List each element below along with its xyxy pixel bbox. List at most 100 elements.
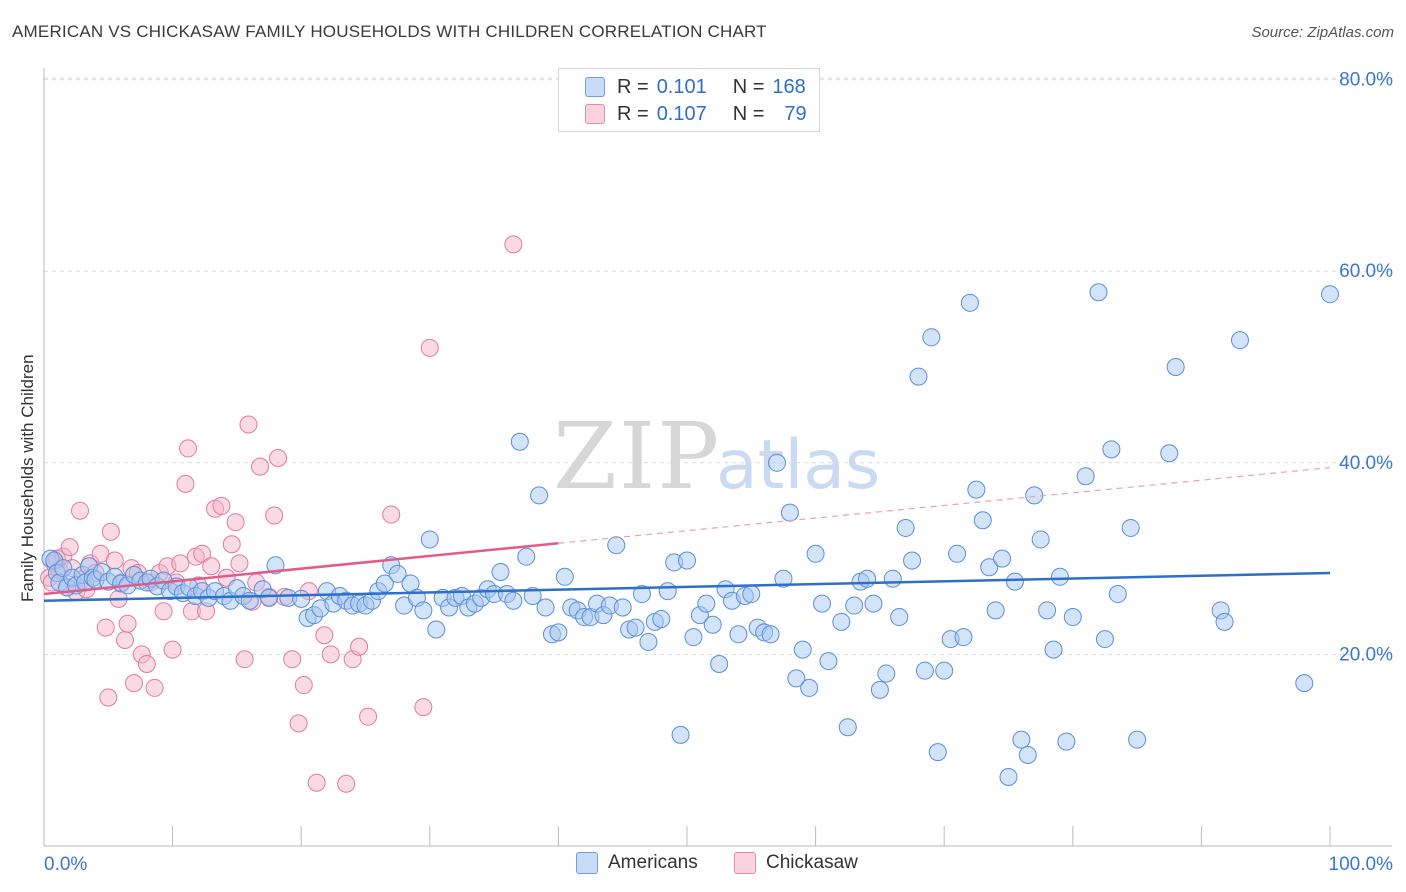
legend-r-value: 0.101 [656,75,707,98]
americans-point [1063,608,1082,627]
americans-point [915,661,934,680]
americans-point [935,661,954,680]
americans-point [986,601,1005,620]
americans-point [523,586,542,605]
americans-point [1089,283,1108,302]
chickasaw-trend-line [43,542,559,596]
americans-point [375,574,394,593]
americans-point [729,625,748,644]
chickasaw-point [176,474,195,493]
americans-point [1295,674,1314,693]
chickasaw-swatch [585,104,605,124]
americans-point [607,536,626,555]
americans-point [864,594,883,613]
americans-point [1321,285,1339,304]
chickasaw-trend-extension [558,466,1331,544]
americans-point [768,453,787,472]
y-tick-label: 60.0% [1339,261,1393,282]
americans-point [903,551,922,570]
chickasaw-point [251,457,270,476]
chickasaw-point [420,338,439,357]
americans-point [999,768,1018,787]
americans-point [1215,612,1234,631]
americans-point [710,654,729,673]
americans-point [877,664,896,683]
chickasaw-point [202,557,221,576]
legend-r-value: 0.107 [656,102,707,125]
series-legend: Americans Chickasaw [0,852,1406,878]
americans-point [806,544,825,563]
americans-point [742,585,761,604]
americans-point [1050,567,1069,586]
axes [43,68,1392,847]
americans-legend-label: Americans [608,852,698,873]
legend-n-value: 79 [784,102,807,125]
chickasaw-point [239,415,258,434]
americans-point [703,615,722,634]
americans-point [1012,730,1031,749]
americans-point [658,582,677,601]
americans-point [928,743,947,762]
watermark-zip: ZIP [553,403,721,510]
y-tick-label: 40.0% [1339,453,1393,474]
y-tick-label: 80.0% [1339,70,1393,91]
americans-legend-swatch [576,852,598,874]
americans-point [922,328,941,347]
chickasaw-legend-label: Chickasaw [766,852,858,873]
chickasaw-point [226,513,245,532]
americans-point [613,598,632,617]
legend-n-value: 168 [772,75,806,98]
americans-point [813,594,832,613]
americans-point [536,598,555,617]
legend-row-americans: R = 0.101 N = 168 [585,74,806,100]
americans-point [1128,730,1147,749]
chickasaw-legend-swatch [734,852,756,874]
americans-point [793,640,812,659]
x-tick-label-min: 0.0% [44,854,87,875]
chickasaw-point [125,674,144,693]
americans-point [1160,444,1179,463]
legend-n-label: N = [732,75,765,98]
chickasaw-point [337,774,356,793]
americans-point [510,432,529,451]
chickasaw-point [222,535,241,554]
americans-point [684,628,703,647]
legend-r-label: R = [617,102,649,125]
chickasaw-point [154,602,173,621]
chickasaw-point [101,522,120,541]
americans-point [1031,530,1050,549]
legend-item-americans: Americans [576,852,698,874]
americans-point [1121,518,1140,537]
data-points [40,235,1339,793]
legend-n-label: N = [732,102,765,125]
chickasaw-point [163,640,182,659]
chickasaw-point [382,505,401,524]
americans-point [954,628,973,647]
chickasaw-point [193,544,212,563]
americans-point [870,680,889,699]
americans-point [858,569,877,588]
americans-swatch [585,77,605,97]
americans-point [967,480,986,499]
americans-point [761,625,780,644]
americans-point [1057,732,1076,751]
chart-title: AMERICAN VS CHICKASAW FAMILY HOUSEHOLDS … [12,22,767,41]
americans-point [960,293,979,312]
trend-lines [43,466,1331,603]
americans-point [292,589,311,608]
americans-point [800,678,819,697]
y-axis-label-wrap: Family Households with Children [8,330,48,610]
americans-point [1044,640,1063,659]
chickasaw-point [315,626,334,645]
tick-labels: 20.0% 40.0% 60.0% 80.0% 0.0% 100.0% [44,70,1393,875]
americans-point [909,367,928,386]
chickasaw-point [265,506,284,525]
chickasaw-point [283,650,302,669]
americans-point [774,569,793,588]
americans-point [890,608,909,627]
americans-point [530,486,549,505]
chickasaw-point [307,773,326,792]
correlation-legend: R = 0.101 N = 168 R = 0.107 N = 79 [558,68,820,132]
americans-point [780,503,799,522]
